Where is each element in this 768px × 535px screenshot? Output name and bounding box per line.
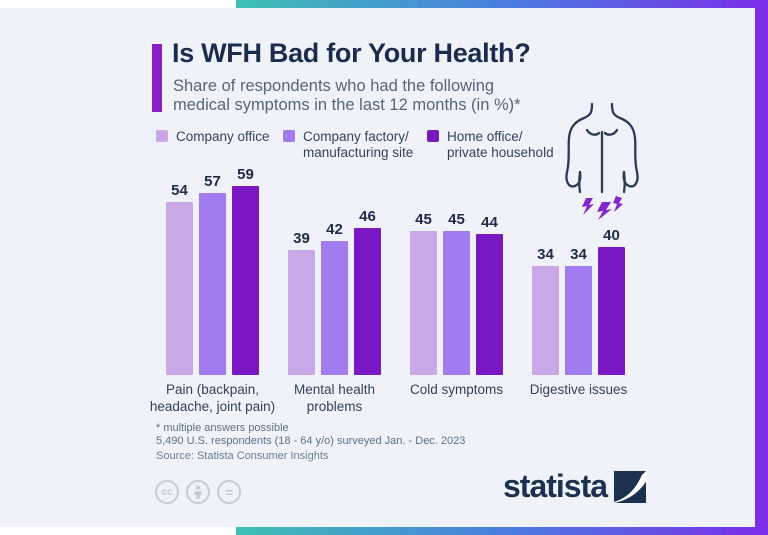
- bar-value-label: 42: [326, 220, 343, 238]
- bar: [166, 202, 193, 375]
- legend-label: Home office/private household: [447, 129, 554, 161]
- license-icons: cc =: [155, 480, 241, 504]
- bar: [354, 227, 381, 375]
- bar: [199, 192, 226, 375]
- bar-value-label: 44: [481, 214, 498, 232]
- bar-chart: 54 57 59 Pain (backpain, headache, joint pai…: [150, 160, 628, 414]
- page-title: Is WFH Bad for Your Health?: [172, 38, 531, 68]
- bar-value-label: 39: [293, 230, 310, 248]
- bar-value-label: 34: [537, 246, 554, 264]
- legend-item: Company factory/manufacturing site: [283, 129, 413, 161]
- bar-value-label: 57: [204, 172, 221, 190]
- legend-label: Company office: [176, 129, 270, 144]
- bar: [565, 266, 592, 375]
- statista-logo[interactable]: statista: [503, 468, 647, 505]
- bar-value-label: 54: [171, 182, 188, 200]
- legend-item: Company office: [156, 129, 270, 145]
- attribution-icon[interactable]: [186, 480, 210, 504]
- legend-swatch: [283, 130, 295, 142]
- bar-value-label: 46: [359, 207, 376, 225]
- bar-value-label: 45: [415, 211, 432, 228]
- bar-group: 34 34 40 Digestive issues: [530, 160, 628, 397]
- body-back-pain-icon: [565, 102, 639, 220]
- bar-value-label: 59: [237, 166, 254, 184]
- bar: [476, 234, 503, 375]
- footnote-source: Source: Statista Consumer Insights: [156, 450, 329, 462]
- cc-icon[interactable]: cc: [155, 480, 179, 504]
- category-label: Digestive issues: [529, 382, 628, 397]
- no-derivatives-icon[interactable]: =: [217, 480, 241, 504]
- bar: [532, 266, 559, 375]
- legend-swatch: [427, 130, 439, 142]
- bar-value-label: 34: [570, 246, 587, 264]
- bar-value-label: 45: [448, 211, 465, 228]
- bar: [232, 186, 259, 375]
- bar: [443, 231, 470, 375]
- statista-logo-text: statista: [503, 468, 608, 504]
- bar-group: 54 57 59 Pain (backpain, headache, joint pai…: [150, 160, 275, 414]
- footnote-asterisk: * multiple answers possible: [156, 422, 289, 434]
- category-label: Pain (backpain, headache, joint pain): [149, 382, 276, 414]
- legend-swatch: [156, 130, 168, 142]
- lightning-icon: [582, 196, 623, 220]
- bar-value-label: 40: [603, 227, 620, 244]
- footnote-sample: 5,490 U.S. respondents (18 - 64 y/o) sur…: [156, 435, 466, 447]
- bar-group: 45 45 44 Cold symptoms: [410, 160, 503, 397]
- bar: [321, 240, 348, 375]
- statista-logo-mark: [614, 470, 647, 503]
- page-subtitle: Share of respondents who had the followi…: [173, 77, 521, 114]
- category-label: Cold symptoms: [409, 382, 504, 397]
- title-accent-bar: [152, 44, 162, 112]
- bar: [598, 247, 625, 375]
- legend-item: Home office/private household: [427, 129, 554, 161]
- bar: [288, 250, 315, 375]
- category-label: Mental health problems: [293, 382, 376, 414]
- legend-label: Company factory/manufacturing site: [303, 129, 414, 161]
- bar: [410, 231, 437, 375]
- bar-group: 39 42 46 Mental health problems: [288, 160, 381, 414]
